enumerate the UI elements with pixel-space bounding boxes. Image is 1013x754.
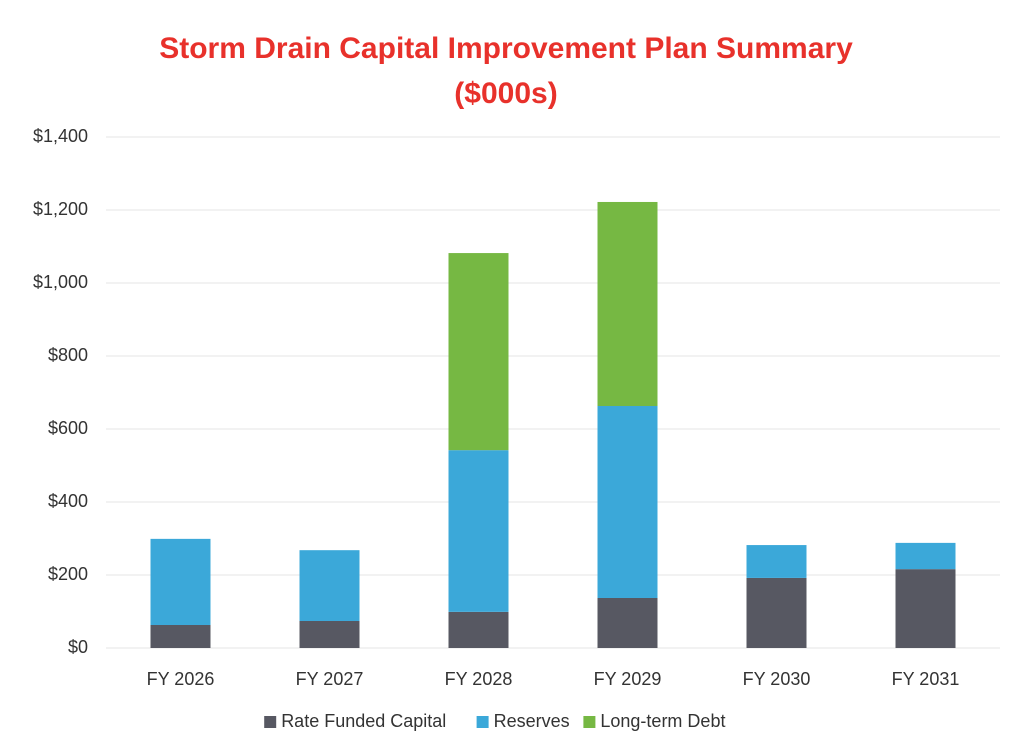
bar-segment bbox=[299, 620, 360, 648]
legend-swatch bbox=[264, 716, 277, 728]
x-tick-label: FY 2031 bbox=[892, 669, 960, 689]
bar-segment bbox=[895, 542, 956, 570]
bar-segment bbox=[299, 550, 360, 621]
y-tick-label: $600 bbox=[48, 418, 88, 438]
legend-swatch bbox=[476, 716, 489, 728]
bar-segment bbox=[448, 253, 509, 451]
bar-segment bbox=[597, 201, 658, 407]
legend-label: Rate Funded Capital bbox=[281, 711, 446, 731]
bar-segment bbox=[895, 569, 956, 648]
bar-segment bbox=[597, 597, 658, 648]
bar-segment bbox=[448, 611, 509, 648]
bar-segment bbox=[746, 545, 807, 578]
x-tick-label: FY 2028 bbox=[445, 669, 513, 689]
x-tick-label: FY 2026 bbox=[147, 669, 215, 689]
y-tick-label: $0 bbox=[68, 637, 88, 657]
x-tick-label: FY 2027 bbox=[296, 669, 364, 689]
bar-segment bbox=[150, 538, 211, 626]
bar-segment bbox=[448, 450, 509, 612]
chart-title: Storm Drain Capital Improvement Plan Sum… bbox=[159, 32, 853, 65]
bar-segment bbox=[746, 577, 807, 648]
chart-subtitle: ($000s) bbox=[454, 77, 557, 110]
y-tick-label: $400 bbox=[48, 491, 88, 511]
legend-label: Long-term Debt bbox=[600, 711, 725, 731]
x-tick-label: FY 2030 bbox=[743, 669, 811, 689]
bar-segment bbox=[597, 406, 658, 598]
y-tick-label: $1,400 bbox=[33, 126, 88, 146]
y-tick-label: $200 bbox=[48, 564, 88, 584]
legend-swatch bbox=[583, 716, 596, 728]
legend-label: Reserves bbox=[494, 711, 570, 731]
y-tick-label: $1,200 bbox=[33, 199, 88, 219]
y-tick-label: $800 bbox=[48, 345, 88, 365]
y-tick-label: $1,000 bbox=[33, 272, 88, 292]
bar-segment bbox=[150, 625, 211, 648]
x-tick-label: FY 2029 bbox=[594, 669, 662, 689]
